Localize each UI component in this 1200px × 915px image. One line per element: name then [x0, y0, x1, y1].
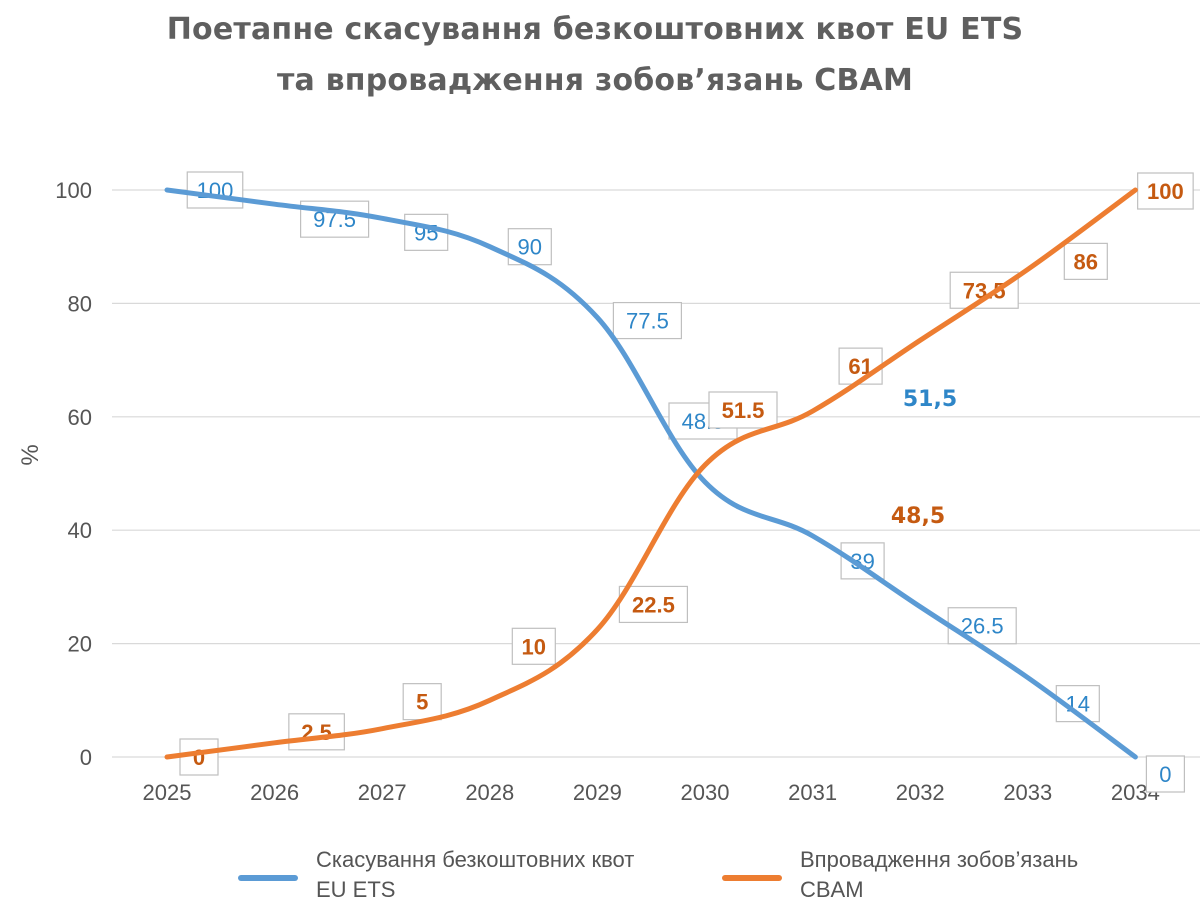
- data-label-cbam: 51.5: [722, 398, 765, 423]
- y-tick-label: 80: [68, 291, 92, 316]
- data-label-box-cbam: [288, 713, 345, 751]
- x-tick-label: 2033: [1003, 780, 1052, 805]
- legend-item-ets: Скасування безкоштовних квот EU ETS: [238, 845, 634, 905]
- data-label-cbam: 100: [1147, 179, 1184, 204]
- data-label-box-cbam: [402, 683, 442, 721]
- x-tick-label: 2029: [573, 780, 622, 805]
- data-label-ets: 26.5: [961, 614, 1004, 639]
- data-label-box-ets: [300, 200, 370, 238]
- x-tick-label: 2027: [358, 780, 407, 805]
- data-label-box-cbam: [708, 391, 778, 429]
- data-label-cbam: 22.5: [632, 592, 675, 617]
- data-label-box-cbam: [511, 627, 556, 665]
- series-line-cbam: [164, 187, 1138, 760]
- data-label-box-cbam: [949, 271, 1019, 309]
- data-label-ets: 90: [518, 235, 542, 260]
- data-label-box-cbam: [179, 738, 219, 776]
- data-label-ets: 77.5: [626, 309, 669, 334]
- data-label-box-ets: [186, 171, 244, 209]
- data-label-cbam: 86: [1074, 249, 1098, 274]
- x-tick-label: 2026: [250, 780, 299, 805]
- legend-item-cbam: Впровадження зобов’язань CBAM: [722, 845, 1078, 905]
- y-axis-label: %: [17, 444, 44, 465]
- legend-label-cbam: Впровадження зобов’язань CBAM: [800, 847, 1079, 902]
- data-label-box-ets: [612, 301, 683, 340]
- x-tick-label: 2032: [896, 780, 945, 805]
- annotation-label: 48,5: [891, 504, 945, 529]
- chart-title-line-1: Поетапне скасування безкоштовних квот EU…: [166, 12, 1024, 47]
- x-tick-label: 2031: [788, 780, 837, 805]
- y-tick-label: 40: [68, 518, 92, 543]
- legend-swatch-cbam: [722, 875, 782, 881]
- data-label-box-cbam: [1063, 242, 1108, 280]
- annotation-label: 51,5: [903, 387, 957, 412]
- y-tick-label: 20: [68, 632, 92, 657]
- chart-title-line-2: та впровадження зобов’язань CBAM: [276, 63, 914, 98]
- data-label-box-ets: [947, 607, 1017, 645]
- data-label-box-ets: [404, 213, 449, 251]
- data-label-box-ets: [1145, 755, 1186, 793]
- y-tick-label: 100: [55, 178, 92, 203]
- y-tick-label: 0: [80, 745, 92, 770]
- data-label-cbam: 5: [416, 690, 428, 715]
- x-tick-label: 2030: [681, 780, 730, 805]
- legend-label-ets: Скасування безкоштовних квот EU ETS: [316, 847, 635, 902]
- y-tick-label: 60: [68, 405, 92, 430]
- series-line-ets: [164, 187, 1138, 760]
- x-tick-label: 2028: [465, 780, 514, 805]
- data-label-ets: 0: [1159, 762, 1171, 787]
- data-label-cbam: 10: [522, 634, 546, 659]
- data-label-box-cbam: [1137, 172, 1194, 210]
- x-tick-label: 2025: [143, 780, 192, 805]
- data-label-cbam: 0: [193, 745, 205, 770]
- legend-swatch-ets: [238, 875, 298, 881]
